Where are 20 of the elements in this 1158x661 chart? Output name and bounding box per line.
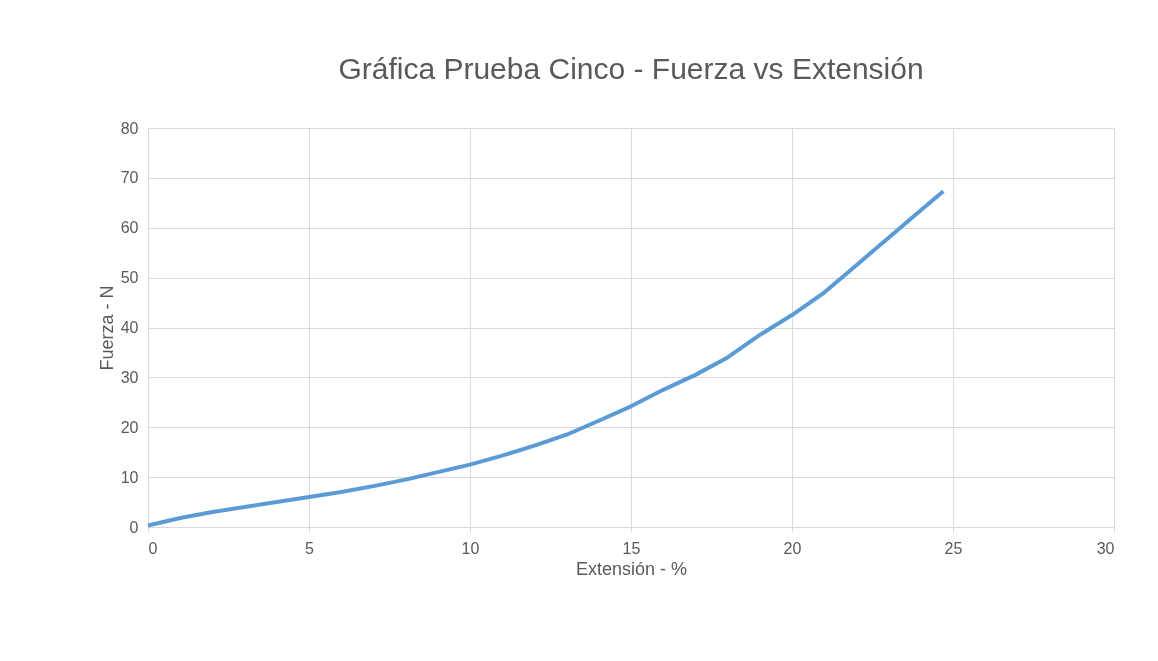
y-tick-label: 30 (120, 368, 139, 386)
line-series (146, 189, 946, 528)
x-tick-label: 10 (461, 539, 480, 557)
chart-title: Gráfica Prueba Cinco - Fuerza vs Extensión (338, 52, 924, 85)
y-tick-label: 70 (120, 169, 139, 187)
x-tick-label: 20 (783, 539, 802, 557)
y-tick-label: 0 (129, 518, 139, 536)
x-tick-label: 0 (148, 539, 158, 557)
y-axis-title: Fuerza - N (96, 285, 117, 371)
x-tick-label: 5 (305, 539, 315, 557)
y-tick-label: 80 (120, 119, 139, 137)
y-tick-label: 60 (120, 219, 139, 237)
y-tick-label: 40 (120, 319, 139, 336)
y-tick-label: 50 (120, 269, 139, 287)
x-tick-label: 25 (944, 539, 963, 557)
y-tick-label: 20 (120, 418, 139, 436)
x-tick-label: 15 (622, 539, 641, 557)
y-tick-label: 10 (120, 468, 139, 486)
x-tick-label: 30 (1096, 539, 1115, 557)
x-axis-title: Extensión - % (575, 558, 688, 579)
